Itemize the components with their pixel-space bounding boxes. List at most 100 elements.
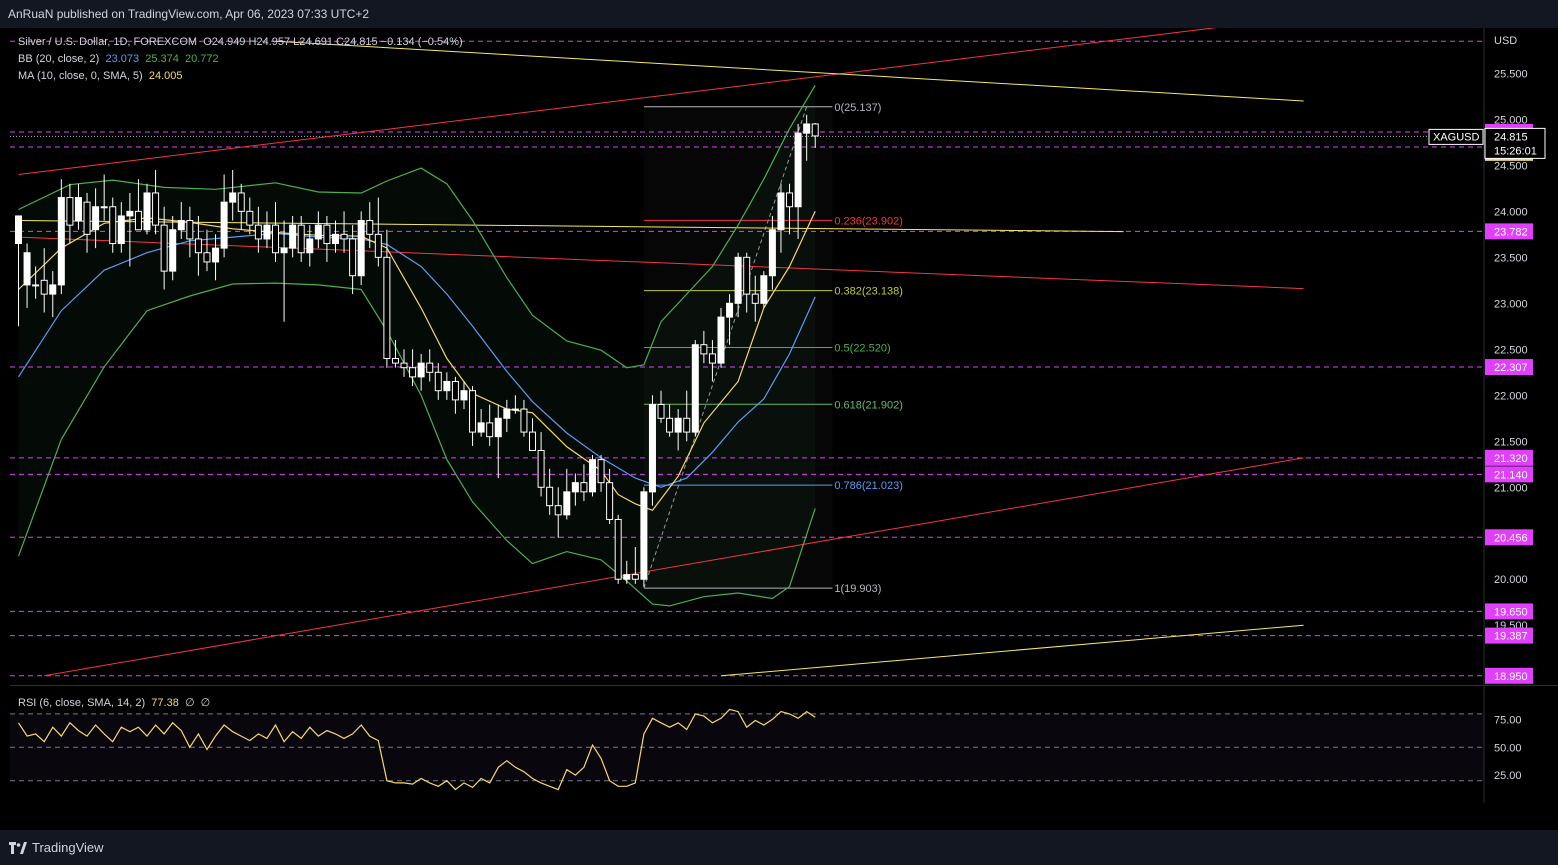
candle-body-89 bbox=[777, 192, 785, 231]
low-value: 24.691 bbox=[299, 36, 333, 48]
candle-body-58 bbox=[511, 408, 519, 411]
candle-89 bbox=[777, 183, 785, 253]
candle-34 bbox=[306, 225, 314, 267]
candle-body-22 bbox=[203, 252, 211, 263]
high-value: 24.957 bbox=[256, 36, 291, 48]
candle-47 bbox=[417, 353, 425, 391]
candle-body-64 bbox=[563, 491, 571, 516]
level-badge-4: 21.320 bbox=[1485, 449, 1533, 466]
candle-body-61 bbox=[537, 449, 545, 488]
bb-lower-value: 20.772 bbox=[185, 53, 219, 65]
candle-body-90 bbox=[786, 192, 794, 208]
level-badge-bg-5 bbox=[1485, 466, 1533, 483]
chart-canvas[interactable]: 0(25.137) 0.236(23.902) 0.382(23.138) 0.5(2… bbox=[0, 28, 1558, 822]
candle-body-77 bbox=[674, 417, 682, 433]
candle-body-66 bbox=[580, 482, 588, 493]
candle-7 bbox=[74, 183, 82, 230]
rsi-na-2: ∅ bbox=[200, 697, 211, 709]
close-label: C bbox=[336, 36, 344, 48]
candle-11 bbox=[109, 197, 117, 253]
trendline-5 bbox=[720, 624, 1304, 677]
candle-body-83 bbox=[726, 302, 734, 318]
y-tick-0: 25.500 bbox=[1494, 68, 1528, 80]
candle-28 bbox=[254, 206, 262, 253]
candle-body-25 bbox=[229, 192, 237, 203]
candle-body-12 bbox=[117, 215, 125, 245]
change-value: −0.134 (−0.54%) bbox=[380, 36, 463, 48]
symbol-badge-bg bbox=[1428, 128, 1484, 145]
fib-label-1: 0.236(23.902) bbox=[834, 215, 903, 227]
candle-body-28 bbox=[254, 224, 262, 240]
candle-body-38 bbox=[340, 233, 348, 240]
chart-area[interactable]: 0(25.137) 0.236(23.902) 0.382(23.138) 0.5(2… bbox=[0, 28, 1558, 822]
candle-52 bbox=[460, 381, 468, 410]
bb-lower-line bbox=[17, 282, 816, 607]
bb-legend: BB (20, close, 2) 23.073 25.374 20.772 bbox=[18, 53, 219, 65]
level-badge-text-8: 19.387 bbox=[1494, 631, 1528, 643]
candle-9 bbox=[92, 188, 100, 249]
open-value: 24.949 bbox=[211, 36, 246, 48]
candle-81 bbox=[708, 340, 716, 382]
level-badge-text-9: 18.950 bbox=[1494, 671, 1528, 683]
fib-label-5: 0.786(21.023) bbox=[834, 480, 903, 492]
fib-label-6: 1(19.903) bbox=[834, 583, 881, 595]
candle-body-74 bbox=[648, 403, 656, 493]
level-badge-bg-8 bbox=[1485, 627, 1533, 644]
candle-39 bbox=[349, 225, 357, 295]
candle-body-55 bbox=[486, 422, 494, 438]
candle-76 bbox=[666, 404, 674, 437]
bb-upper-line bbox=[18, 84, 816, 369]
candle-body-47 bbox=[417, 362, 425, 378]
level-badge-text-5: 21.140 bbox=[1494, 469, 1528, 481]
fib-label-0: 0(25.137) bbox=[834, 102, 881, 114]
candle-59 bbox=[520, 399, 528, 437]
rsi-label: RSI (6, close, SMA, 14, 2) bbox=[18, 697, 146, 709]
candle-87 bbox=[760, 271, 768, 308]
candle-12 bbox=[117, 202, 125, 253]
candle-body-75 bbox=[657, 403, 665, 419]
candle-46 bbox=[409, 349, 417, 387]
footer-brand: TradingView bbox=[32, 840, 104, 855]
candle-body-34 bbox=[306, 238, 314, 254]
rsi-line bbox=[17, 708, 816, 791]
level-badge-bg-6 bbox=[1485, 529, 1533, 546]
candle-body-37 bbox=[331, 233, 339, 245]
countdown-text: 15:26:01 bbox=[1494, 145, 1537, 157]
candle-body-21 bbox=[194, 238, 202, 254]
candle-74 bbox=[648, 395, 656, 506]
y-tick-1: 25.000 bbox=[1494, 114, 1528, 126]
level-badge-3: 22.307 bbox=[1485, 359, 1533, 376]
level-badge-9: 18.950 bbox=[1485, 667, 1533, 684]
candle-body-44 bbox=[391, 358, 399, 364]
trendline-3 bbox=[18, 220, 1124, 233]
ma-label: MA (10, close, 0, SMA, 5) bbox=[18, 70, 143, 82]
candle-29 bbox=[263, 211, 271, 249]
candle-64 bbox=[563, 468, 571, 520]
bb-label: BB (20, close, 2) bbox=[18, 53, 100, 65]
level-badge-2: 23.782 bbox=[1485, 223, 1533, 240]
candle-body-9 bbox=[92, 206, 100, 231]
trendline-1 bbox=[18, 236, 1304, 290]
candle-45 bbox=[400, 349, 408, 377]
candle-38 bbox=[340, 211, 348, 253]
level-badge-text-3: 22.307 bbox=[1494, 362, 1528, 374]
candle-85 bbox=[743, 252, 751, 313]
y-tick-8: 21.500 bbox=[1494, 436, 1528, 448]
bb-upper-value: 25.374 bbox=[145, 53, 179, 65]
candle-75 bbox=[657, 390, 665, 423]
candle-31 bbox=[280, 220, 288, 322]
candle-5 bbox=[57, 179, 65, 295]
symbol-title: Silver / U.S. Dollar, 1D, FOREXCOM bbox=[18, 36, 198, 48]
candle-60 bbox=[529, 418, 537, 451]
candle-body-33 bbox=[297, 224, 305, 254]
candle-77 bbox=[674, 409, 682, 451]
ma-value: 24.005 bbox=[148, 70, 183, 82]
candle-92 bbox=[803, 114, 811, 161]
candle-93 bbox=[811, 123, 819, 148]
candle-58 bbox=[511, 395, 519, 414]
candle-8 bbox=[83, 192, 91, 253]
candle-body-40 bbox=[357, 220, 365, 277]
candle-body-7 bbox=[74, 197, 82, 222]
candle-body-92 bbox=[803, 123, 811, 134]
candle-79 bbox=[691, 340, 699, 437]
